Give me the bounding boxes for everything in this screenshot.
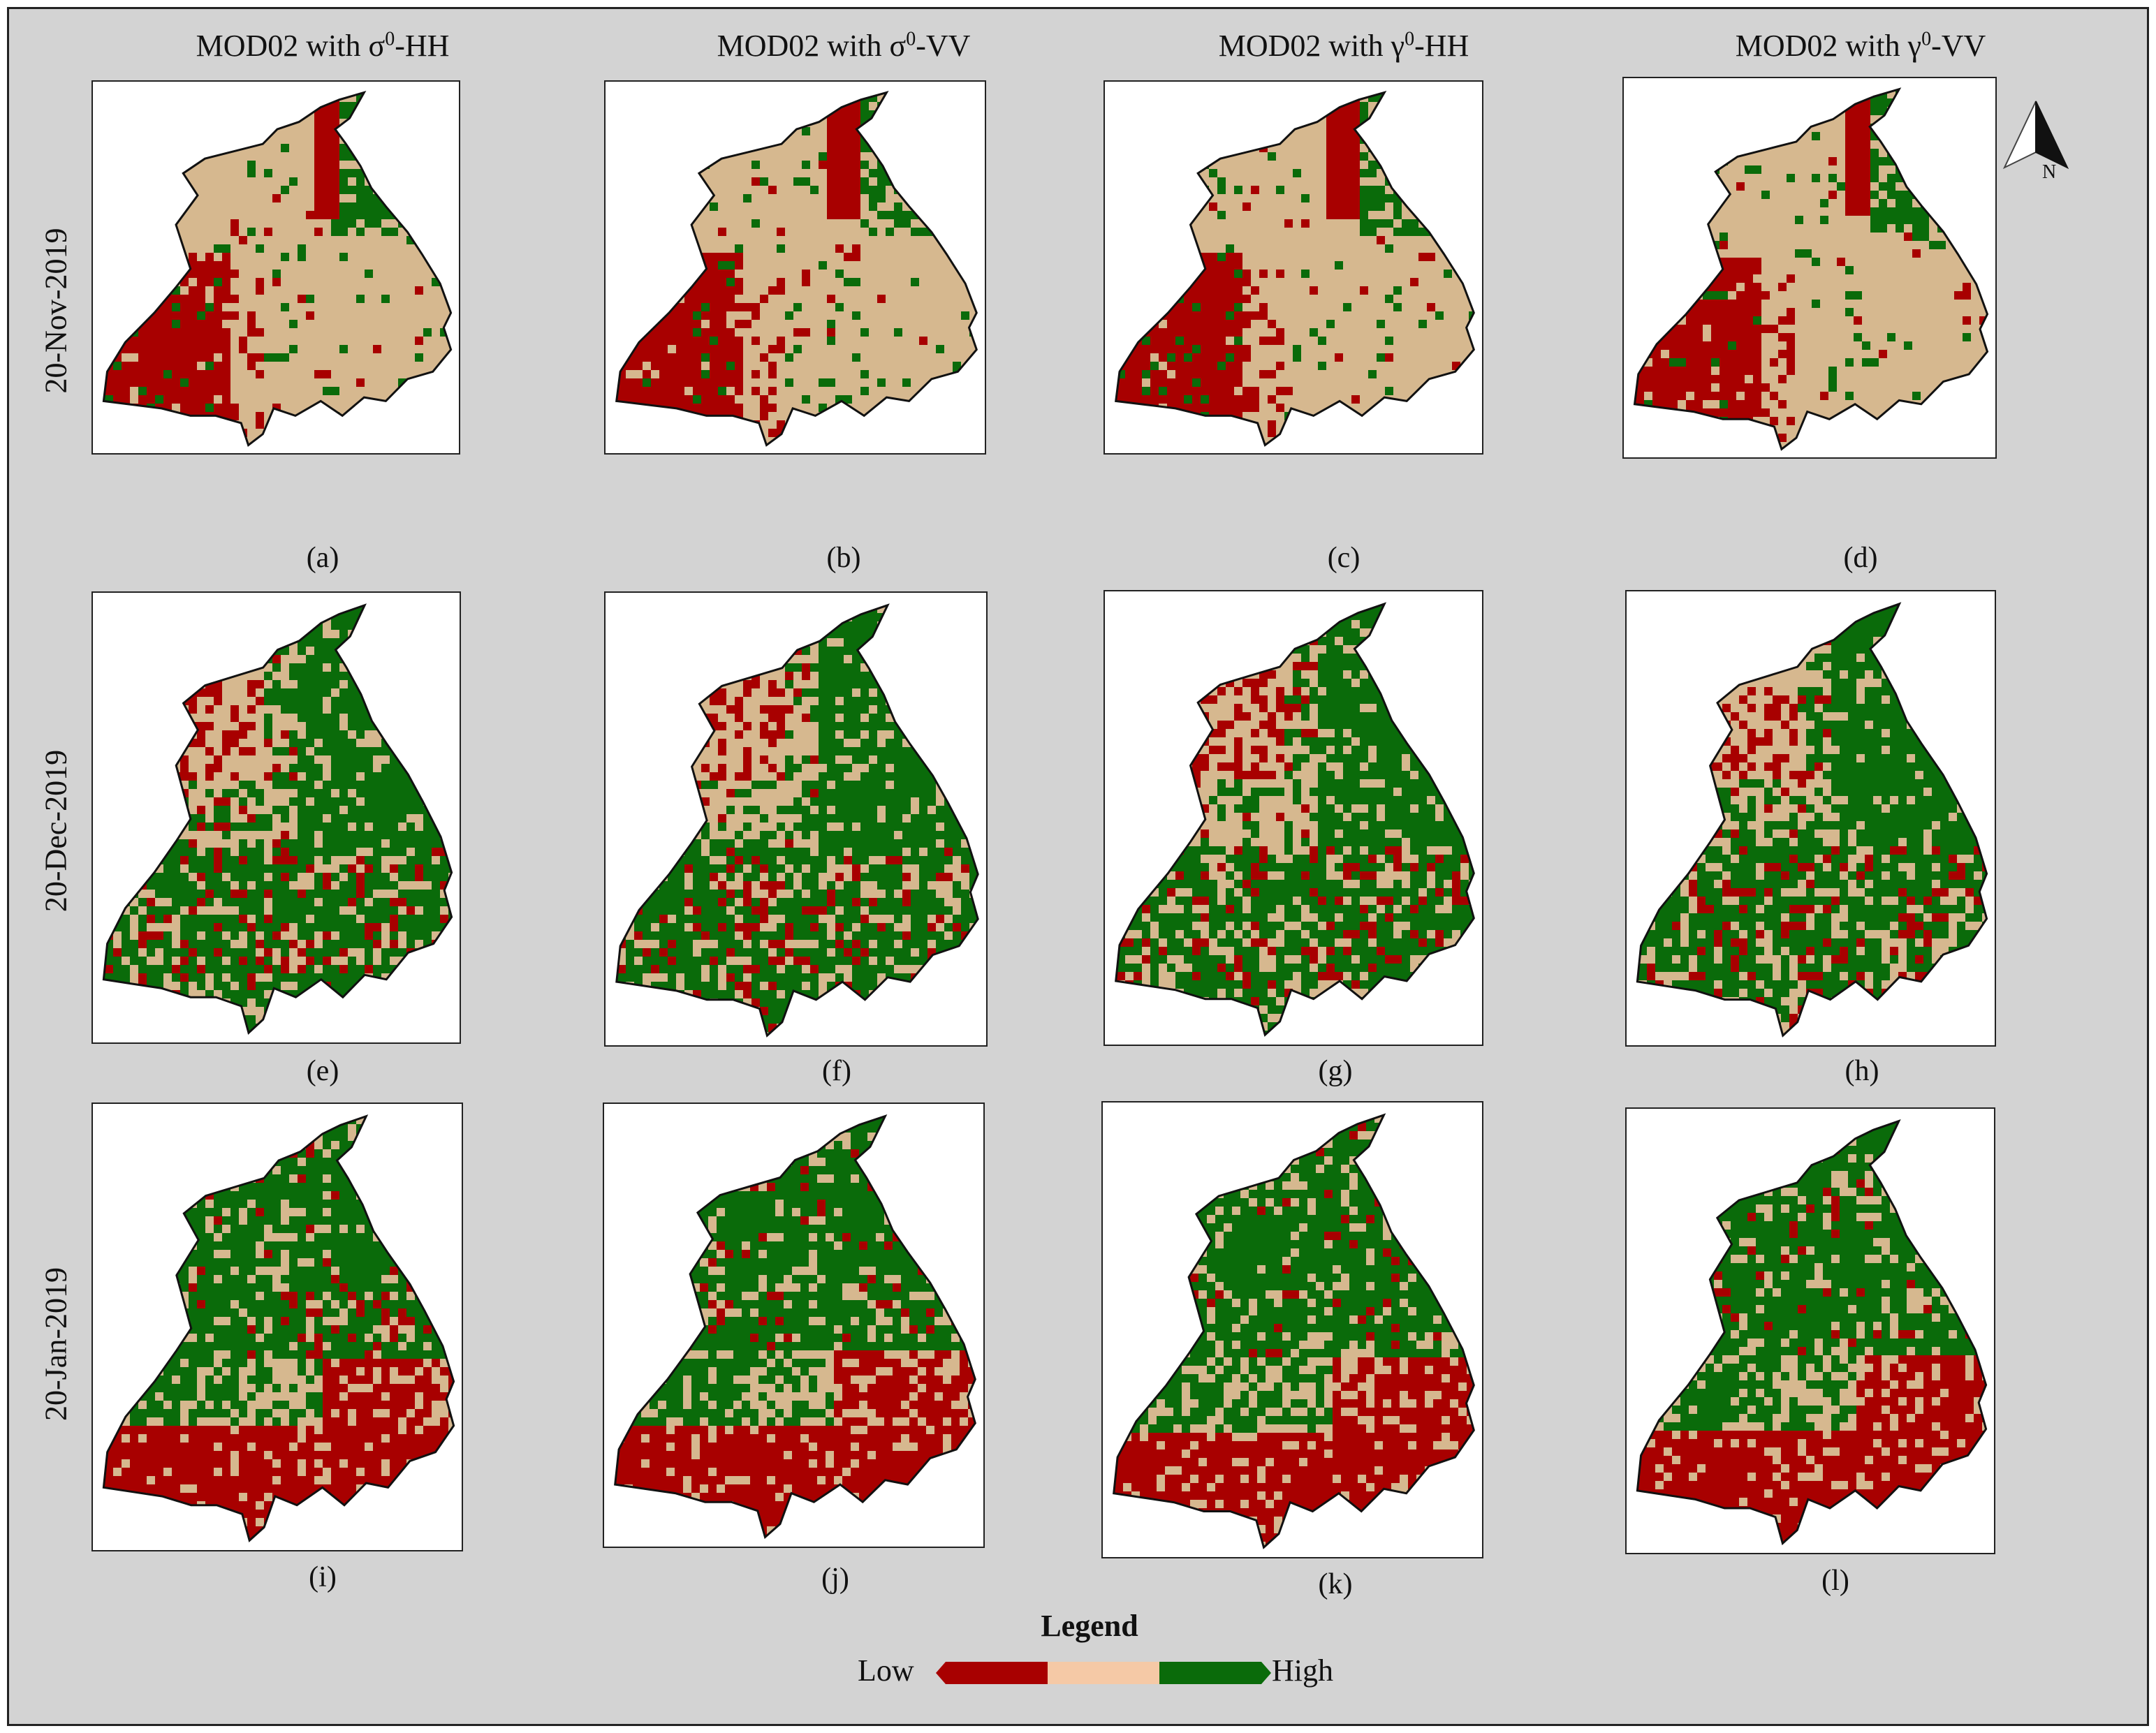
map-image xyxy=(614,1114,976,1540)
classified-raster xyxy=(616,92,977,445)
classified-raster xyxy=(1634,89,1988,450)
classified-raster xyxy=(615,1116,976,1537)
panel-label: (d) xyxy=(1843,542,1878,574)
legend-low-label: Low xyxy=(858,1653,914,1688)
map-image xyxy=(102,603,453,1035)
panel-label: (g) xyxy=(1318,1055,1353,1087)
state-boundary xyxy=(1113,1113,1475,1549)
classified-raster xyxy=(616,605,978,1036)
state-boundary xyxy=(614,1114,976,1540)
panel-label: (c) xyxy=(1327,542,1361,574)
state-boundary xyxy=(1115,602,1475,1037)
panel-label: (l) xyxy=(1821,1565,1849,1597)
state-boundary xyxy=(1636,602,1988,1038)
map-panel xyxy=(1625,1107,1995,1554)
classified-raster xyxy=(1115,92,1474,445)
panel-label: (b) xyxy=(826,542,861,574)
state-boundary xyxy=(615,91,978,447)
panel-label: (j) xyxy=(821,1563,849,1595)
north-arrow-label: N xyxy=(2042,161,2056,182)
panel-label: (a) xyxy=(306,542,339,574)
row-title-1: 20-Nov-2019 xyxy=(38,228,73,394)
classified-raster xyxy=(1115,603,1474,1035)
classified-raster xyxy=(1637,1121,1986,1544)
row-title-2: 20-Dec-2019 xyxy=(38,749,73,913)
classified-raster xyxy=(103,92,451,445)
classified-raster xyxy=(103,605,452,1033)
map-image xyxy=(1636,1119,1988,1546)
panel-label: (e) xyxy=(306,1055,339,1087)
north-arrow-icon: N xyxy=(1997,98,2074,183)
classified-raster xyxy=(103,1116,454,1541)
state-boundary xyxy=(1633,87,1989,451)
panel-label: (k) xyxy=(1318,1568,1353,1600)
map-image xyxy=(1115,602,1475,1037)
map-panel xyxy=(91,591,461,1044)
column-title-2: MOD02 with σ0-VV xyxy=(717,28,971,63)
classified-raster xyxy=(1637,603,1987,1036)
classified-raster xyxy=(1113,1114,1474,1548)
panel-label: (h) xyxy=(1845,1055,1879,1087)
column-title-3: MOD02 with γ0-HH xyxy=(1218,28,1469,63)
map-panel xyxy=(603,1103,985,1548)
map-panel xyxy=(1101,1101,1483,1558)
column-title-1: MOD02 with σ0-HH xyxy=(196,28,450,63)
state-boundary xyxy=(615,603,979,1038)
map-image xyxy=(1636,602,1988,1038)
map-panel xyxy=(1622,77,1997,459)
state-boundary xyxy=(1636,1119,1988,1546)
legend-swatch-mid xyxy=(1048,1662,1159,1684)
map-image xyxy=(1113,1113,1475,1549)
map-panel xyxy=(91,1103,463,1551)
legend-color-ramp xyxy=(936,1660,1271,1689)
map-panel xyxy=(1103,80,1483,455)
map-image xyxy=(615,603,979,1038)
state-boundary xyxy=(102,1114,455,1543)
legend-title: Legend xyxy=(1041,1609,1138,1643)
map-image xyxy=(102,1114,455,1543)
column-title-4: MOD02 with γ0-VV xyxy=(1735,28,1986,63)
map-panel xyxy=(91,80,460,455)
map-image xyxy=(1633,87,1989,451)
map-panel xyxy=(1625,590,1996,1047)
map-panel xyxy=(604,591,988,1047)
legend-swatch-low xyxy=(936,1662,1048,1684)
map-panel xyxy=(1103,590,1483,1046)
map-image xyxy=(102,91,453,447)
state-boundary xyxy=(1115,91,1475,447)
legend-swatch-high xyxy=(1159,1662,1271,1684)
panel-label: (i) xyxy=(309,1561,337,1593)
state-boundary xyxy=(102,91,453,447)
map-image xyxy=(615,91,978,447)
map-panel xyxy=(604,80,986,455)
row-title-3: 20-Jan-2019 xyxy=(38,1267,73,1421)
legend-high-label: High xyxy=(1272,1653,1333,1688)
state-boundary xyxy=(102,603,453,1035)
map-image xyxy=(1115,91,1475,447)
panel-label: (f) xyxy=(822,1055,851,1087)
